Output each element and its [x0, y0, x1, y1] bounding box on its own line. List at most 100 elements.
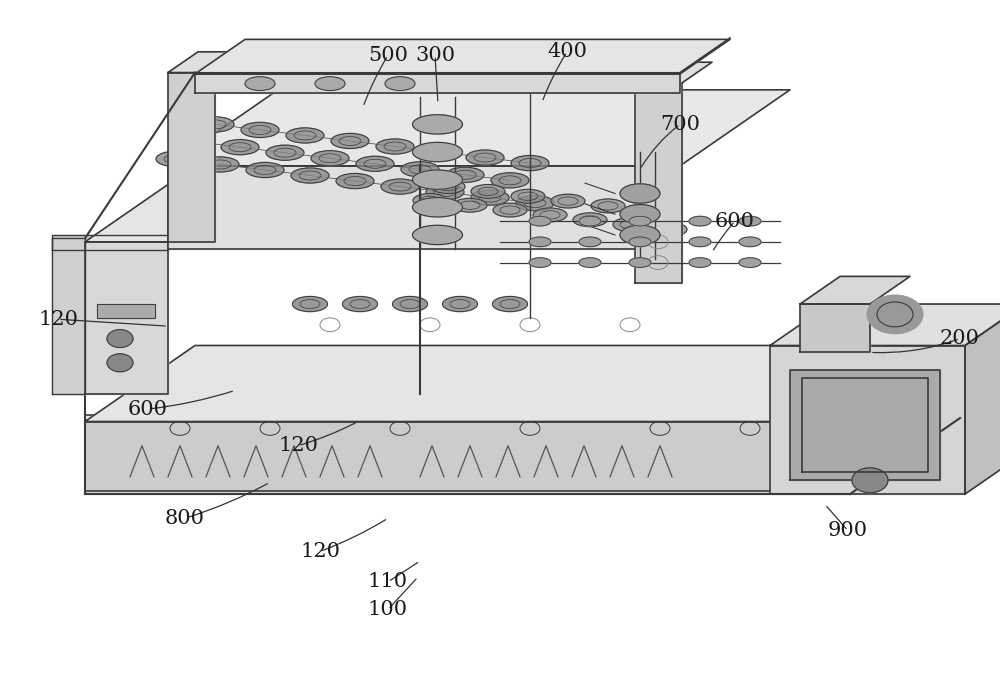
- Ellipse shape: [413, 170, 462, 189]
- Ellipse shape: [579, 258, 601, 267]
- Ellipse shape: [311, 151, 349, 166]
- Ellipse shape: [336, 173, 374, 189]
- Text: 400: 400: [547, 42, 587, 61]
- Text: 120: 120: [300, 542, 340, 561]
- Text: 300: 300: [415, 46, 455, 65]
- Polygon shape: [195, 39, 730, 74]
- Ellipse shape: [266, 145, 304, 160]
- Text: 110: 110: [368, 572, 408, 591]
- Ellipse shape: [286, 128, 324, 143]
- Ellipse shape: [413, 198, 462, 217]
- Ellipse shape: [413, 225, 462, 245]
- Ellipse shape: [739, 258, 761, 267]
- Polygon shape: [770, 346, 965, 494]
- Ellipse shape: [453, 198, 487, 212]
- Polygon shape: [850, 346, 960, 491]
- Polygon shape: [85, 346, 960, 422]
- Ellipse shape: [246, 162, 284, 178]
- Circle shape: [107, 330, 133, 348]
- Polygon shape: [168, 166, 680, 249]
- Ellipse shape: [620, 225, 660, 245]
- Circle shape: [107, 354, 133, 372]
- Text: 500: 500: [368, 46, 408, 65]
- Ellipse shape: [156, 151, 194, 167]
- Ellipse shape: [511, 189, 545, 203]
- Ellipse shape: [413, 142, 462, 162]
- Polygon shape: [790, 370, 940, 480]
- Polygon shape: [965, 304, 1000, 494]
- Ellipse shape: [446, 167, 484, 182]
- Polygon shape: [52, 238, 85, 394]
- Polygon shape: [85, 422, 850, 491]
- Ellipse shape: [631, 204, 665, 218]
- Ellipse shape: [491, 173, 529, 188]
- Ellipse shape: [492, 296, 528, 312]
- Ellipse shape: [533, 208, 567, 222]
- Polygon shape: [97, 304, 155, 318]
- Ellipse shape: [629, 216, 651, 226]
- Ellipse shape: [196, 117, 234, 132]
- Ellipse shape: [245, 77, 275, 91]
- Circle shape: [867, 295, 923, 334]
- Polygon shape: [635, 62, 712, 83]
- Ellipse shape: [331, 133, 369, 149]
- Ellipse shape: [573, 213, 607, 227]
- Ellipse shape: [739, 216, 761, 226]
- Ellipse shape: [292, 296, 328, 312]
- Ellipse shape: [421, 144, 459, 160]
- Polygon shape: [52, 235, 168, 250]
- Ellipse shape: [356, 156, 394, 171]
- Ellipse shape: [401, 162, 439, 177]
- Ellipse shape: [629, 258, 651, 267]
- Ellipse shape: [689, 216, 711, 226]
- Polygon shape: [168, 90, 790, 166]
- Ellipse shape: [493, 203, 527, 217]
- Ellipse shape: [689, 237, 711, 247]
- Text: 600: 600: [715, 211, 755, 231]
- Ellipse shape: [579, 237, 601, 247]
- Ellipse shape: [551, 194, 585, 208]
- Ellipse shape: [221, 140, 259, 155]
- Text: 120: 120: [38, 310, 78, 329]
- Ellipse shape: [471, 190, 509, 205]
- Ellipse shape: [413, 193, 447, 207]
- Ellipse shape: [176, 134, 214, 149]
- Ellipse shape: [579, 216, 601, 226]
- Ellipse shape: [591, 199, 625, 213]
- Text: 800: 800: [165, 509, 205, 528]
- Ellipse shape: [426, 184, 464, 200]
- Ellipse shape: [431, 180, 465, 193]
- Ellipse shape: [291, 168, 329, 183]
- Ellipse shape: [620, 205, 660, 224]
- Polygon shape: [85, 166, 278, 242]
- Ellipse shape: [629, 237, 651, 247]
- Ellipse shape: [413, 115, 462, 134]
- Ellipse shape: [241, 122, 279, 138]
- Text: 900: 900: [828, 521, 868, 540]
- Ellipse shape: [529, 237, 551, 247]
- Ellipse shape: [342, 296, 378, 312]
- Ellipse shape: [471, 184, 505, 198]
- Ellipse shape: [511, 155, 549, 171]
- Ellipse shape: [315, 77, 345, 91]
- Ellipse shape: [613, 218, 647, 231]
- Polygon shape: [770, 304, 1000, 346]
- Text: 600: 600: [128, 399, 168, 419]
- Circle shape: [852, 468, 888, 493]
- Polygon shape: [168, 73, 215, 242]
- Ellipse shape: [381, 179, 419, 194]
- Ellipse shape: [620, 184, 660, 203]
- Polygon shape: [195, 74, 680, 93]
- Polygon shape: [168, 52, 245, 73]
- Polygon shape: [635, 83, 682, 283]
- Text: 200: 200: [940, 329, 980, 348]
- Polygon shape: [85, 415, 775, 494]
- Text: 120: 120: [278, 436, 318, 455]
- Ellipse shape: [653, 223, 687, 236]
- Ellipse shape: [376, 139, 414, 154]
- Ellipse shape: [385, 77, 415, 91]
- Polygon shape: [800, 304, 870, 352]
- Ellipse shape: [201, 157, 239, 172]
- Ellipse shape: [466, 150, 504, 165]
- Text: 700: 700: [660, 115, 700, 134]
